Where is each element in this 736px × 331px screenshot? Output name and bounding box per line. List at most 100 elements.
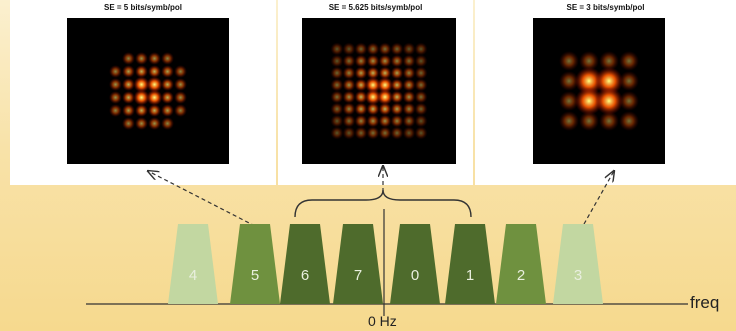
- constellation-point: [402, 54, 416, 68]
- constellation-point: [402, 114, 416, 128]
- constellation-point: [174, 104, 187, 117]
- constellation-point: [390, 42, 404, 56]
- constellation-point: [366, 42, 380, 56]
- constellation-point: [378, 66, 392, 80]
- channel-4: 4: [168, 224, 218, 304]
- constellation-point: [174, 65, 187, 78]
- constellation-point: [330, 78, 344, 92]
- constellation-point: [559, 71, 579, 91]
- constellation-point: [599, 51, 619, 71]
- constellation-point: [135, 52, 148, 65]
- constellation-point: [414, 102, 428, 116]
- constellation-point: [619, 51, 639, 71]
- constellation-point: [148, 117, 161, 130]
- constellation-point: [366, 102, 380, 116]
- constellation-point: [599, 111, 619, 131]
- constellation-point: [354, 126, 368, 140]
- channel-label: 5: [250, 267, 260, 284]
- channel-label: 2: [516, 267, 526, 284]
- constellation-point: [122, 104, 135, 117]
- constellation-point: [122, 91, 135, 104]
- constellation-point: [342, 54, 356, 68]
- constellation-point: [377, 89, 393, 105]
- constellation-point: [579, 111, 599, 131]
- constellation-point: [378, 126, 392, 140]
- constellation-point: [148, 104, 161, 117]
- constellation-point: [366, 114, 380, 128]
- constellation-point: [366, 126, 380, 140]
- constellation-point: [390, 90, 404, 104]
- constellation-point: [161, 91, 174, 104]
- constellation-point: [354, 66, 368, 80]
- constellation-point: [579, 51, 599, 71]
- constellation-point: [595, 67, 623, 95]
- constellation-point: [402, 102, 416, 116]
- constellation-plot: [67, 18, 229, 164]
- constellation-point: [366, 54, 380, 68]
- constellation-point: [595, 87, 623, 115]
- channel-5: 5: [230, 224, 280, 304]
- constellation-point: [575, 67, 603, 95]
- constellation-point: [354, 102, 368, 116]
- constellation-point: [342, 114, 356, 128]
- constellation-point: [122, 78, 135, 91]
- constellation-point: [161, 104, 174, 117]
- panel-title: SE = 5.625 bits/symb/pol: [328, 3, 423, 12]
- channel-label: 1: [465, 267, 475, 284]
- constellation-point: [174, 91, 187, 104]
- panel-title: SE = 3 bits/symb/pol: [566, 3, 645, 12]
- constellation-point: [354, 78, 368, 92]
- constellation-point: [378, 42, 392, 56]
- constellation-plot: [302, 18, 456, 164]
- constellation-point: [330, 54, 344, 68]
- constellation-point: [330, 90, 344, 104]
- constellation-panel-1: SE = 5 bits/symb/pol: [10, 0, 276, 185]
- constellation-point: [122, 117, 135, 130]
- constellation-point: [390, 114, 404, 128]
- constellation-point: [414, 114, 428, 128]
- frequency-label: freq: [690, 293, 720, 312]
- constellation-point: [378, 102, 392, 116]
- constellation-point: [174, 78, 187, 91]
- constellation-point: [109, 91, 122, 104]
- group-brace: [294, 189, 472, 218]
- constellation-point: [402, 126, 416, 140]
- channel-label: 7: [353, 267, 363, 284]
- channel-3: 3: [553, 224, 603, 304]
- constellation-point: [414, 90, 428, 104]
- constellation-point: [122, 65, 135, 78]
- constellation-point: [414, 42, 428, 56]
- constellation-point: [330, 42, 344, 56]
- panel-title: SE = 5 bits/symb/pol: [103, 3, 183, 12]
- constellation-point: [109, 65, 122, 78]
- constellation-point: [390, 126, 404, 140]
- constellation-panel-2: SE = 5.625 bits/symb/pol: [278, 0, 473, 185]
- constellation-point: [109, 104, 122, 117]
- constellation-point: [402, 78, 416, 92]
- constellation-plot: [533, 18, 665, 164]
- constellation-point: [330, 66, 344, 80]
- constellation-point: [402, 90, 416, 104]
- constellation-point: [342, 126, 356, 140]
- channel-7: 7: [333, 224, 383, 304]
- constellation-point: [135, 65, 148, 78]
- channel-label: 3: [573, 267, 583, 284]
- channel-1: 1: [445, 224, 495, 304]
- constellation-point: [133, 89, 150, 106]
- constellation-point: [390, 54, 404, 68]
- zero-hz-label: 0 Hz: [368, 313, 397, 329]
- constellation-point: [146, 89, 163, 106]
- constellation-point: [354, 114, 368, 128]
- constellation-point: [365, 77, 381, 93]
- constellation-point: [354, 42, 368, 56]
- constellation-point: [161, 65, 174, 78]
- constellation-point: [161, 78, 174, 91]
- constellation-point: [342, 66, 356, 80]
- constellation-point: [148, 65, 161, 78]
- constellation-point: [559, 111, 579, 131]
- constellation-panel-3: SE = 3 bits/symb/pol: [475, 0, 736, 185]
- constellation-point: [402, 66, 416, 80]
- channel-2: 2: [496, 224, 546, 304]
- channel-0: 0: [390, 224, 440, 304]
- constellation-point: [161, 52, 174, 65]
